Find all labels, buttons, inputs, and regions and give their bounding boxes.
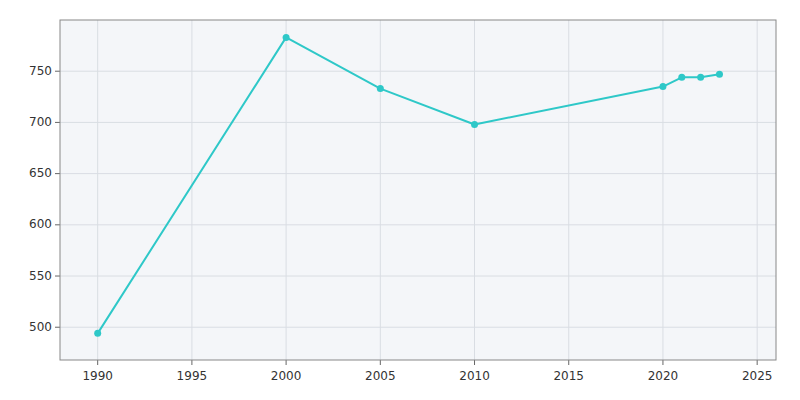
- line: [98, 37, 720, 333]
- marker: [716, 71, 723, 78]
- x-tick-label: 1990: [82, 369, 113, 383]
- x-grid-line: [757, 20, 758, 360]
- y-tick-label: 700: [29, 115, 52, 129]
- x-tick-label: 1995: [177, 369, 208, 383]
- y-tick: [55, 71, 60, 72]
- data-group: [94, 34, 723, 337]
- x-tick: [568, 360, 569, 365]
- x-tick: [474, 360, 475, 365]
- y-grid-line: [60, 71, 776, 72]
- marker: [283, 34, 290, 41]
- y-tick: [55, 224, 60, 225]
- x-tick: [380, 360, 381, 365]
- y-grid-line: [60, 173, 776, 174]
- x-tick: [97, 360, 98, 365]
- y-tick: [55, 122, 60, 123]
- x-tick: [191, 360, 192, 365]
- plot-background: [60, 20, 776, 360]
- y-tick: [55, 173, 60, 174]
- tick-labels: 500 550 600 650 700 750 1990 1995 2000 2005 2010 20…: [29, 64, 772, 383]
- marker: [678, 74, 685, 81]
- plot-frame: [60, 20, 776, 360]
- x-grid-line: [380, 20, 381, 360]
- x-grid-line: [474, 20, 475, 360]
- y-tick: [55, 276, 60, 277]
- x-tick: [286, 360, 287, 365]
- x-tick-label: 2020: [648, 369, 679, 383]
- y-tick: [55, 327, 60, 328]
- y-tick-label: 600: [29, 217, 52, 231]
- y-grid-line: [60, 122, 776, 123]
- x-grid-line: [191, 20, 192, 360]
- y-tick-label: 550: [29, 269, 52, 283]
- x-tick-label: 2025: [742, 369, 773, 383]
- y-tick-label: 650: [29, 166, 52, 180]
- marker: [697, 74, 704, 81]
- y-tick-label: 750: [29, 64, 52, 78]
- y-grid-line: [60, 327, 776, 328]
- grid: [55, 20, 776, 365]
- x-tick-label: 2005: [365, 369, 396, 383]
- chart: 500 550 600 650 700 750 1990 1995 2000 2005 2010 20…: [0, 0, 800, 400]
- chart-holder: 500 550 600 650 700 750 1990 1995 2000 2005 2010 20…: [0, 0, 800, 400]
- x-grid-line: [662, 20, 663, 360]
- x-grid-line: [568, 20, 569, 360]
- marker: [377, 85, 384, 92]
- x-grid-line: [97, 20, 98, 360]
- x-grid-line: [286, 20, 287, 360]
- x-tick: [757, 360, 758, 365]
- x-tick-label: 2010: [459, 369, 490, 383]
- marker: [94, 330, 101, 337]
- x-tick: [662, 360, 663, 365]
- x-tick-label: 2000: [271, 369, 302, 383]
- y-grid-line: [60, 276, 776, 277]
- marker: [659, 83, 666, 90]
- marker: [471, 121, 478, 128]
- x-tick-label: 2015: [553, 369, 584, 383]
- y-tick-label: 500: [29, 320, 52, 334]
